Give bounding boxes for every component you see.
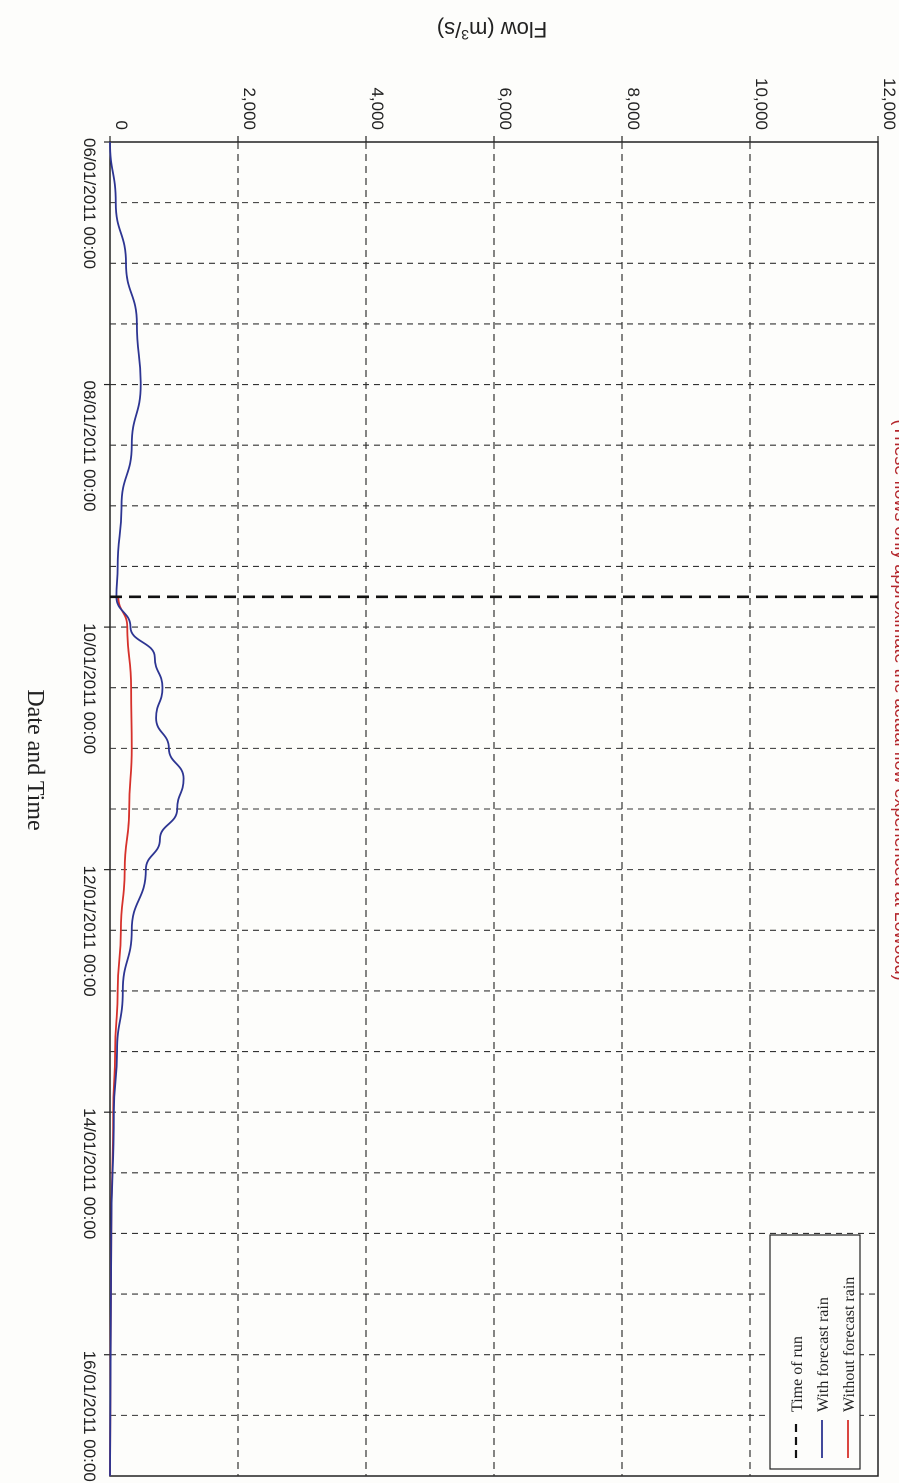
x-tick-label: 06/01/2011 00:00 <box>80 138 99 269</box>
y-tick-label: 10,000 <box>752 78 771 130</box>
y-tick-label: 6,000 <box>496 87 515 130</box>
legend-label: Time of run <box>789 1336 806 1412</box>
x-tick-label: 12/01/2011 00:00 <box>80 866 99 997</box>
x-axis-label: Date and Time <box>22 689 48 830</box>
grid-lines <box>110 142 878 1476</box>
x-tick-label: 16/01/2011 00:00 <box>80 1351 99 1482</box>
x-tick-label: 14/01/2011 00:00 <box>80 1108 99 1239</box>
y-axis-ticks: 0 2,000 4,000 6,000 8,000 10,000 12,000 <box>109 78 899 142</box>
series-line-with-forecast-rain <box>109 141 185 1477</box>
y-axis-label: Flow (m3/s) <box>437 17 547 43</box>
legend-label: Without forecast rain <box>841 1277 858 1412</box>
x-axis-ticks: 06/01/2011 00:00 08/01/2011 00:00 10/01/20… <box>80 138 110 1482</box>
legend-label: With forecast rain <box>815 1297 832 1412</box>
y-tick-label: 2,000 <box>240 87 259 130</box>
series-lines <box>109 141 185 1477</box>
y-tick-label: 4,000 <box>368 87 387 130</box>
x-tick-label: 10/01/2011 00:00 <box>80 623 99 754</box>
y-tick-label: 12,000 <box>880 78 899 130</box>
legend-box <box>769 1234 861 1470</box>
chart-subtitle: (These flows only approximate the actual… <box>891 419 899 980</box>
legend: Without forecast rain With forecast rain T… <box>769 1234 861 1470</box>
y-tick-label: 8,000 <box>624 87 643 130</box>
y-tick-label: 0 <box>112 121 131 130</box>
x-tick-label: 08/01/2011 00:00 <box>80 381 99 512</box>
